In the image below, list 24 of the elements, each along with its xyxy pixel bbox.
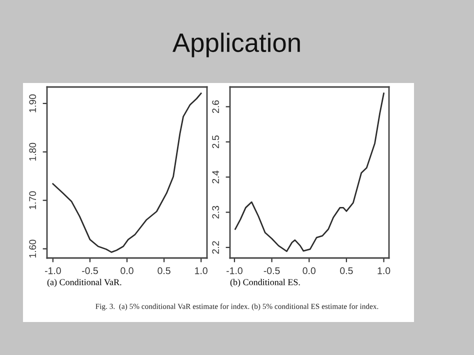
line-series (52, 92, 202, 253)
x-tick-label: 0.0 (120, 267, 134, 274)
line-series (234, 92, 384, 252)
x-tick-label: -0.5 (82, 267, 98, 274)
x-tick-label: 1.0 (195, 267, 208, 274)
y-tick-label: 1.80 (29, 142, 36, 161)
y-tick-label: 2.5 (212, 136, 220, 148)
x-tick-label: -0.5 (264, 267, 280, 274)
y-tick-label: 2.3 (212, 206, 220, 219)
chart-title: Application (172, 32, 300, 58)
y-tick-label: 2.6 (212, 100, 220, 113)
x-tick-label: 0.5 (340, 267, 353, 274)
x-tick-label: -1.0 (44, 267, 61, 274)
y-tick-label: 1.70 (29, 191, 36, 210)
x-tick-label: -1.0 (226, 267, 242, 274)
y-tick-label: 1.90 (29, 94, 36, 112)
x-tick-label: 0.0 (302, 267, 316, 274)
y-tick-label: 1.60 (29, 240, 36, 258)
x-tick-label: 1.0 (378, 267, 390, 274)
y-tick-label: 2.2 (212, 241, 219, 254)
x-tick-label: 0.5 (158, 267, 170, 274)
y-tick-label: 2.4 (212, 170, 219, 184)
x-axis-title: (b) Conditional ES. (230, 278, 300, 288)
x-axis-title: (a) Conditional VaR. (47, 278, 122, 288)
